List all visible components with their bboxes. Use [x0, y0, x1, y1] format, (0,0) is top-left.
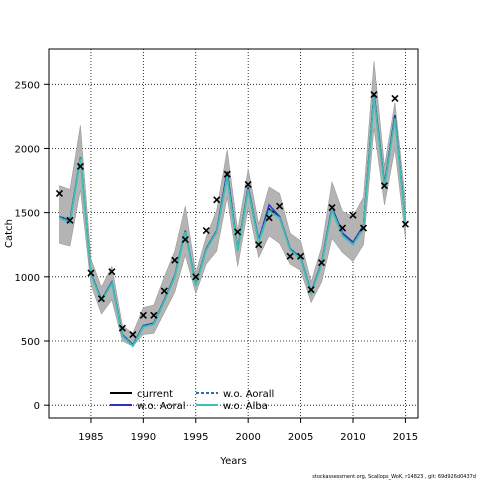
legend-item: w.o. Alba [196, 401, 268, 412]
legend-label: w.o. Aorall [223, 389, 274, 400]
legend-item: current [110, 389, 173, 400]
observed-point [349, 211, 357, 219]
observed-point [87, 269, 95, 277]
observed-point [391, 94, 399, 102]
observed-point [129, 331, 137, 339]
observed-points [55, 90, 409, 339]
x-axis-title: Years [219, 456, 246, 467]
observed-point [370, 90, 378, 99]
observed-point [401, 220, 409, 228]
x-tick-label: 2000 [235, 432, 260, 443]
observed-point [223, 170, 231, 178]
y-axis-title: Catch [4, 219, 15, 248]
observed-point [244, 180, 252, 188]
y-tick-label: 2500 [15, 80, 40, 91]
observed-point [317, 259, 326, 267]
observed-point [192, 273, 200, 281]
observed-point [66, 216, 74, 224]
observed-point [265, 214, 273, 222]
observed-point [297, 252, 305, 260]
observed-point [213, 196, 221, 204]
observed-point [171, 256, 179, 264]
observed-point [118, 324, 126, 332]
y-tick-label: 2000 [15, 144, 40, 155]
y-axis: 0 500 1000 1500 2000 2500 [15, 80, 49, 412]
observed-point [97, 295, 105, 303]
observed-point [150, 311, 158, 319]
observed-point [276, 202, 284, 210]
confidence-band-area [59, 61, 406, 347]
observed-point [202, 227, 210, 235]
observed-point [108, 268, 116, 276]
x-tick-label: 2015 [393, 432, 418, 443]
series-lines [59, 93, 407, 348]
y-tick-label: 1000 [15, 273, 40, 284]
legend-label: w.o. Aoral [137, 401, 186, 412]
y-tick-label: 1500 [15, 209, 40, 220]
x-tick-label: 2010 [340, 432, 365, 443]
observed-point [359, 224, 368, 232]
x-tick-label: 2005 [288, 432, 313, 443]
observed-point [160, 287, 168, 295]
x-axis: 1985 1990 1995 2000 2005 2010 2015 [78, 418, 418, 443]
series-line-w-o-alba [59, 96, 407, 348]
y-tick-label: 0 [34, 401, 40, 412]
legend-item: w.o. Aoral [110, 401, 186, 412]
observed-point [181, 236, 189, 244]
observed-point [234, 228, 242, 236]
plot-frame [48, 48, 419, 419]
x-tick-label: 1990 [131, 432, 156, 443]
observed-point [307, 286, 315, 294]
legend-label: w.o. Alba [223, 401, 268, 412]
legend-item: w.o. Aorall [196, 389, 274, 400]
observed-point [255, 241, 263, 249]
y-tick-label: 500 [21, 337, 40, 348]
observed-point [338, 224, 347, 232]
observed-point [380, 182, 389, 190]
x-tick-label: 1995 [183, 432, 208, 443]
footer-caption: stockassessment.org, Scallops_WoK, r1482… [312, 474, 476, 480]
observed-point [76, 162, 85, 171]
confidence-band [59, 61, 406, 347]
observed-point [328, 203, 336, 212]
observed-point [286, 252, 294, 260]
observed-point [139, 311, 147, 319]
legend-label: current [137, 389, 173, 400]
x-tick-label: 1985 [78, 432, 103, 443]
observed-point [55, 189, 64, 197]
